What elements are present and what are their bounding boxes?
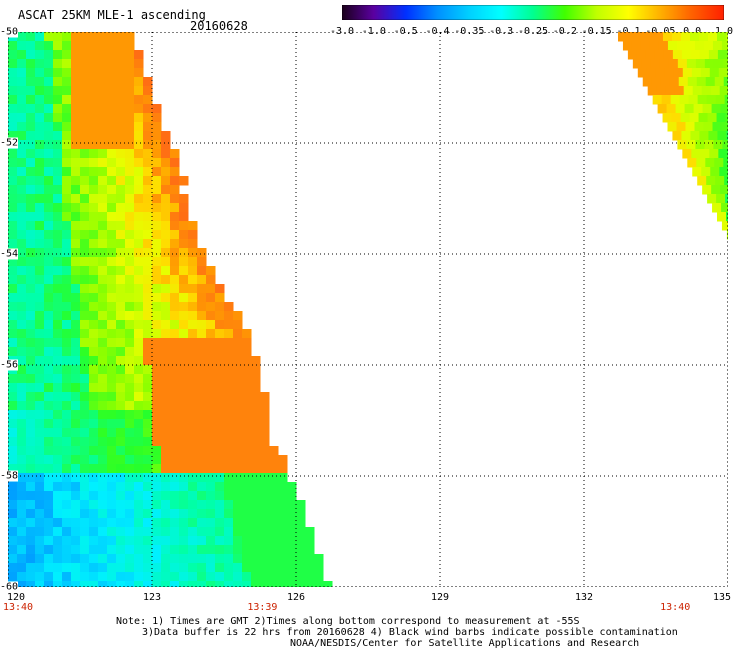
map-date: 20160628	[190, 19, 248, 33]
colorbar-tick-label: -1.0	[361, 26, 386, 37]
note-line-3: NOAA/NESDIS/Center for Satellite Applica…	[290, 638, 640, 649]
colorbar-tick-label: -0.05	[645, 26, 676, 37]
latitude-label: -50	[0, 26, 19, 38]
colorbar-tick-label: -0.3	[489, 26, 514, 37]
longitude-label: 129	[430, 592, 450, 603]
colorbar-tick-label: -0.15	[581, 26, 612, 37]
swath-cells	[8, 32, 728, 587]
latitude-label: -58	[0, 470, 19, 482]
colorbar-tick-label: -0.25	[517, 26, 549, 37]
latitude-label: -52	[0, 137, 19, 149]
colorbar-tick-label: 0.0	[683, 26, 702, 37]
longitude-label: 132	[574, 592, 594, 603]
grid-lines	[8, 32, 728, 587]
time-label: 13:39	[247, 602, 278, 613]
colorbar-tick-label: -3.0	[329, 26, 355, 37]
longitude-label: 135	[712, 592, 732, 603]
longitude-label: 126	[286, 592, 306, 603]
latitude-label: -56	[0, 359, 19, 371]
longitude-label: 120	[6, 592, 26, 603]
colorbar-tick-label: 1.0	[714, 26, 734, 37]
swath-map	[8, 32, 728, 587]
colorbar	[342, 5, 724, 20]
note-line-2: 3)Data buffer is 22 hrs from 20160628 4)…	[142, 627, 678, 638]
colorbar-tick-label: -0.5	[393, 26, 418, 37]
time-label: 13:40	[2, 602, 34, 613]
colorbar-tick-label: -0.1	[616, 26, 641, 37]
latitude-label: -60	[0, 581, 19, 593]
time-label: 13:40	[660, 602, 691, 613]
colorbar-tick-label: -0.4	[425, 26, 450, 37]
note-line-1: Note: 1) Times are GMT 2)Times along bot…	[116, 616, 580, 627]
colorbar-tick-label: -0.35	[454, 26, 485, 37]
map-title: ASCAT 25KM MLE-1 ascending	[18, 8, 206, 22]
latitude-label: -54	[0, 248, 19, 260]
longitude-label: 123	[142, 592, 162, 603]
colorbar-tick-label: -0.2	[552, 26, 577, 37]
